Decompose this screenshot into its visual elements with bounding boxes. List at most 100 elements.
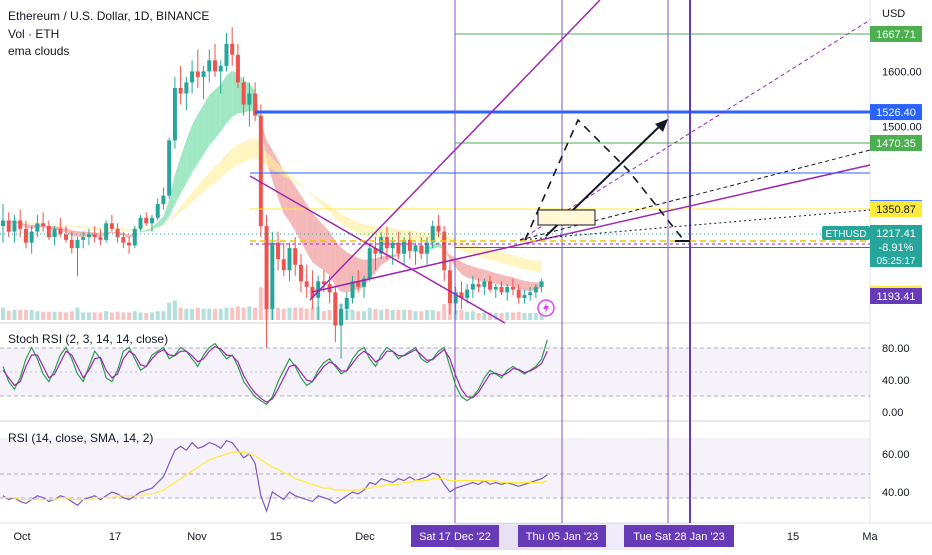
candle[interactable] [494, 284, 498, 298]
candle[interactable] [53, 226, 57, 245]
candle[interactable] [202, 66, 206, 99]
candle[interactable] [35, 215, 39, 237]
volume-bar [224, 308, 228, 320]
candle[interactable] [161, 187, 165, 209]
candle[interactable] [156, 198, 160, 220]
ema-cloud-slow-segment [513, 255, 519, 268]
candle-body [18, 221, 22, 229]
candle[interactable] [282, 243, 286, 276]
candle[interactable] [207, 49, 211, 82]
ema-clouds-legend[interactable]: ema clouds [8, 44, 69, 58]
rsi-legend[interactable]: RSI (14, close, SMA, 14, 2) [8, 431, 153, 445]
ema-cloud-fast-segment [335, 241, 341, 292]
candle[interactable] [522, 290, 526, 304]
candle-body [305, 281, 309, 287]
candle-body [75, 240, 79, 248]
ema-cloud-fast-segment [473, 266, 479, 280]
time-marker-3[interactable]: Tue Sat 28 Jan '23 [624, 525, 734, 547]
price-level-tag[interactable]: 1526.40 [870, 104, 922, 120]
candle[interactable] [540, 279, 544, 293]
candle[interactable] [196, 49, 200, 88]
candle-body [110, 223, 114, 229]
candle[interactable] [173, 77, 177, 149]
candle[interactable] [259, 105, 263, 238]
candle[interactable] [288, 243, 292, 282]
ema-cloud-slow-segment [169, 214, 175, 223]
candle[interactable] [190, 60, 194, 93]
volume-bar [213, 309, 217, 320]
candle[interactable] [276, 232, 280, 271]
price-level-tag[interactable]: 1470.35 [870, 135, 922, 151]
price-level-tag[interactable]: 1350.87 [870, 201, 922, 217]
candle-body [419, 245, 423, 253]
price-level-tag[interactable]: 1193.41 [870, 288, 922, 304]
candle-body [12, 221, 16, 232]
candle-body [288, 248, 292, 270]
candle[interactable] [18, 210, 22, 238]
candle[interactable] [179, 66, 183, 105]
candle[interactable] [167, 138, 171, 199]
candle[interactable] [230, 27, 234, 66]
candle[interactable] [224, 33, 228, 72]
candle[interactable] [133, 226, 137, 248]
target-box[interactable] [538, 210, 595, 225]
volume-legend[interactable]: Vol · ETH [8, 27, 59, 41]
candle-body [282, 259, 286, 270]
flash-icon[interactable] [538, 300, 554, 316]
ema-cloud-slow-segment [381, 227, 387, 239]
time-marker-1[interactable]: Sat 17 Dec '22 [411, 525, 499, 547]
fan-line-2[interactable] [520, 150, 870, 240]
candle-body [500, 287, 504, 293]
candle[interactable] [253, 82, 257, 121]
candle-body [345, 298, 349, 309]
candle[interactable] [265, 215, 269, 348]
candle-body [150, 218, 154, 224]
candle[interactable] [299, 254, 303, 293]
candle[interactable] [75, 237, 79, 276]
ema-cloud-slow-segment [175, 207, 181, 218]
candle[interactable] [104, 221, 108, 243]
candle[interactable] [305, 265, 309, 298]
ema-cloud-slow-segment [307, 191, 313, 198]
ema-cloud-fast-segment [467, 265, 473, 279]
candle[interactable] [87, 229, 91, 246]
candles-layer[interactable] [1, 27, 544, 358]
time-axis-tick: Ma [862, 531, 878, 543]
volume-bar [219, 309, 223, 320]
candle[interactable] [505, 284, 509, 301]
time-marker-2[interactable]: Thu 05 Jan '23 [518, 525, 606, 547]
fan-line-1[interactable] [520, 20, 870, 240]
ema-cloud-slow-segment [353, 220, 359, 234]
last-price-badge[interactable]: ETHUSD 1217.41 -8.91% 05:25:17 [822, 225, 922, 267]
candle[interactable] [41, 212, 45, 231]
ema-cloud-slow-segment [318, 198, 324, 206]
volume-bar [436, 311, 440, 320]
candle[interactable] [12, 215, 16, 243]
candle[interactable] [270, 232, 274, 320]
candle[interactable] [236, 44, 240, 88]
candle[interactable] [144, 212, 148, 226]
candle[interactable] [293, 237, 297, 276]
candle[interactable] [414, 243, 418, 265]
candle[interactable] [1, 204, 5, 243]
symbol-title[interactable]: Ethereum / U.S. Dollar, 1D, BINANCE [8, 9, 209, 23]
candle[interactable] [30, 226, 34, 254]
candle[interactable] [310, 270, 314, 309]
candle[interactable] [368, 243, 372, 282]
trendline-support[interactable] [312, 165, 870, 292]
candle[interactable] [213, 44, 217, 77]
candle[interactable] [7, 212, 11, 237]
candle[interactable] [116, 223, 120, 242]
volume-bar [328, 310, 332, 320]
candle-body [7, 221, 11, 232]
candle[interactable] [184, 77, 188, 110]
candle[interactable] [98, 229, 102, 246]
stoch-rsi-legend[interactable]: Stoch RSI (2, 3, 14, 14, close) [8, 332, 168, 346]
price-level-tag[interactable]: 1667.71 [870, 26, 922, 42]
candle[interactable] [333, 287, 337, 342]
candle[interactable] [127, 237, 131, 254]
candle-body [144, 218, 148, 224]
candle[interactable] [459, 281, 463, 309]
